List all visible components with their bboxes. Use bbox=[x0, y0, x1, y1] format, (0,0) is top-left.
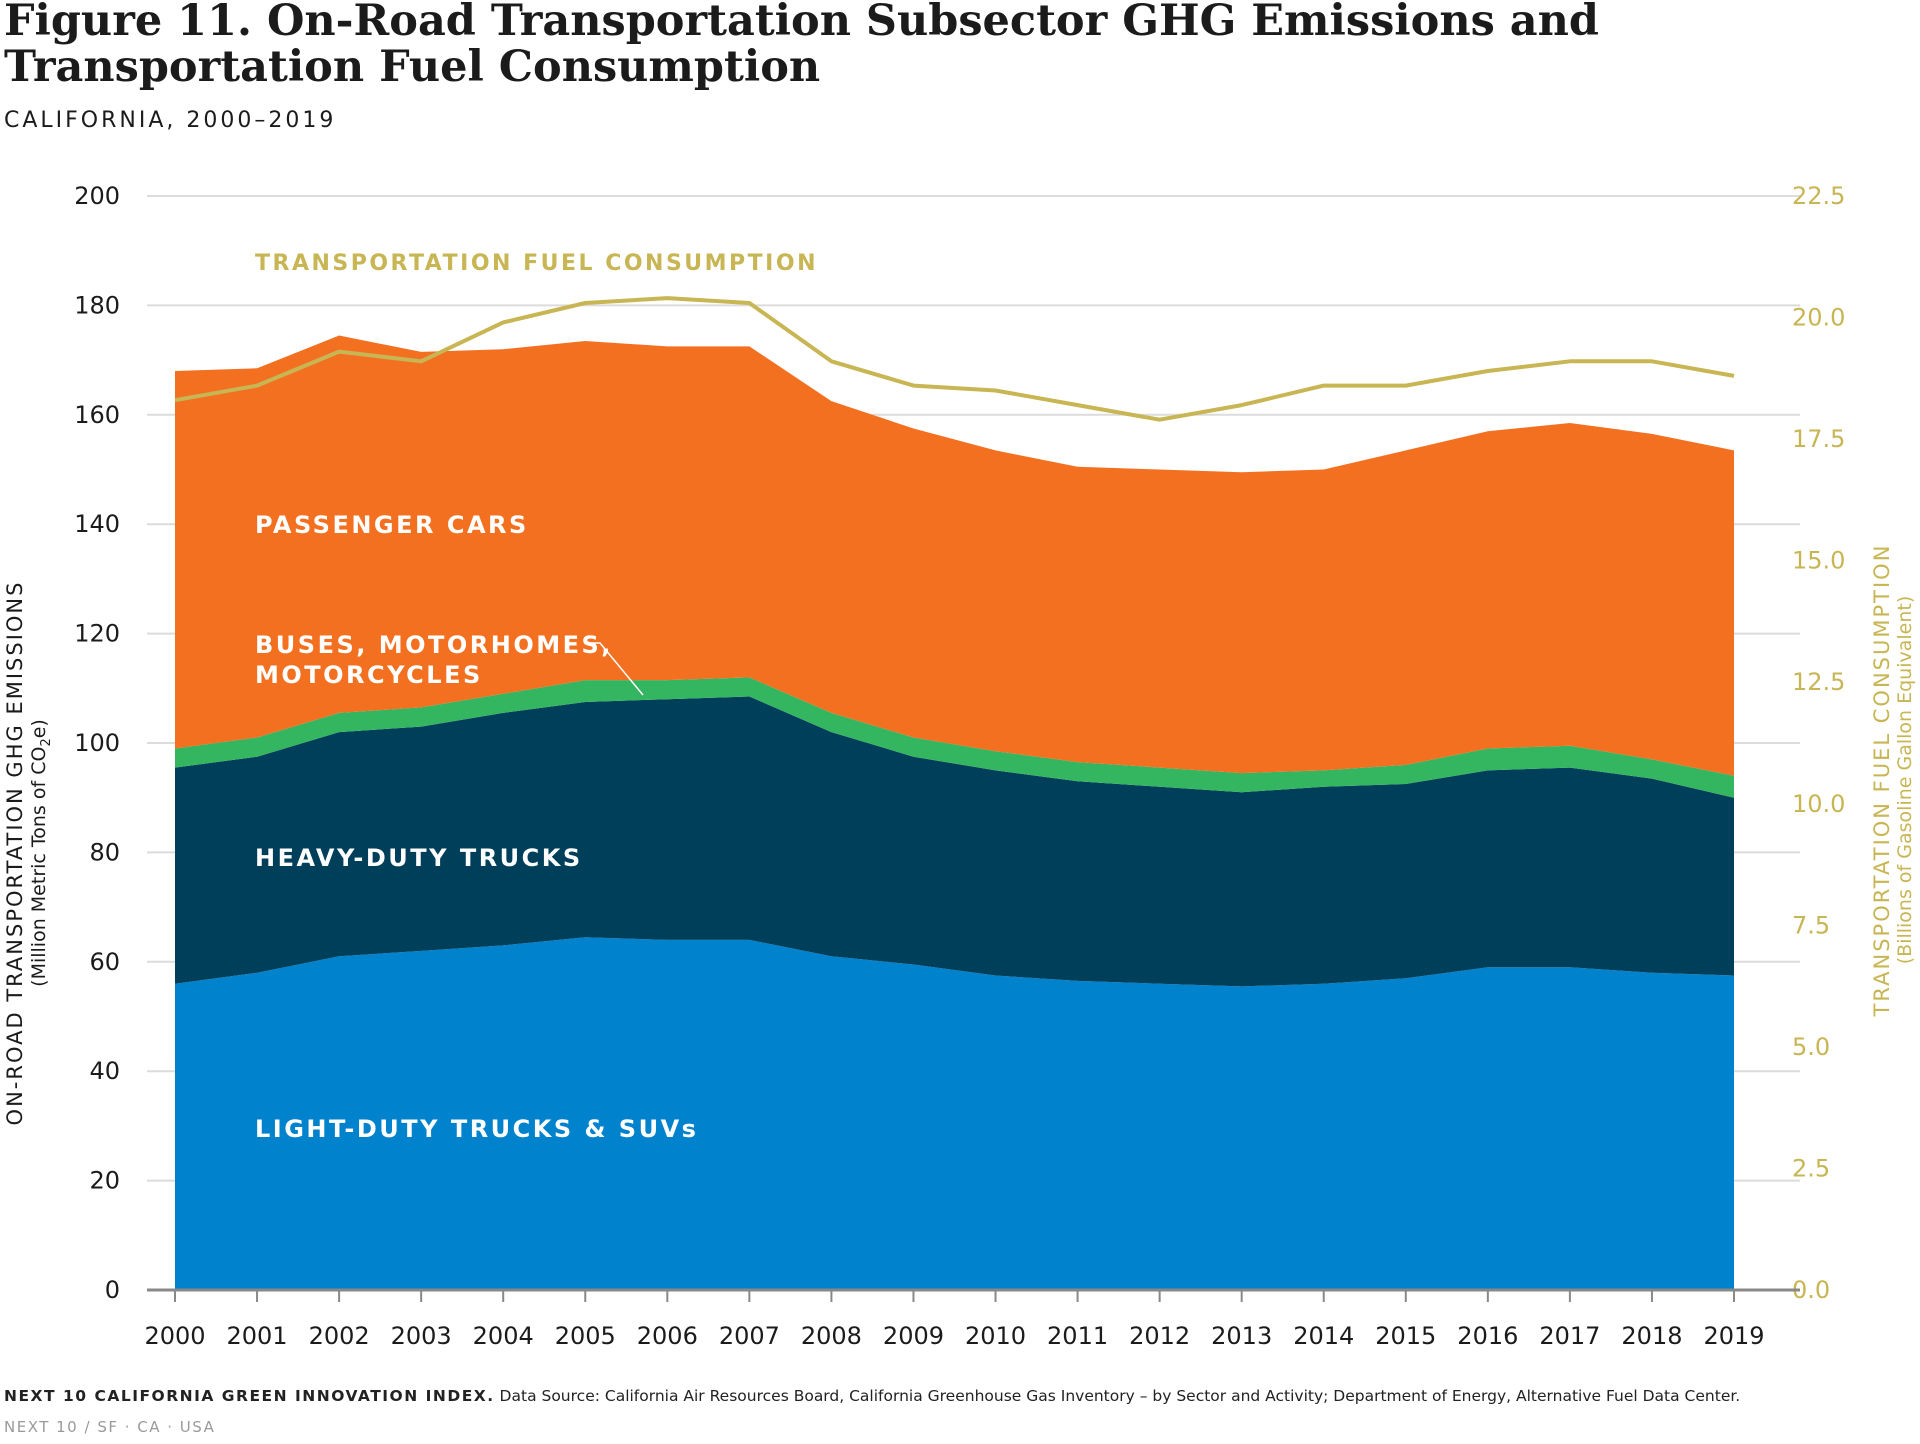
right-tick-label: 7.5 bbox=[1792, 911, 1830, 939]
left-tick-label: 60 bbox=[89, 948, 120, 976]
fuel-consumption-line bbox=[174, 296, 1735, 422]
left-tick-label: 120 bbox=[74, 620, 120, 648]
figure-title: Figure 11. On-Road Transportation Subsec… bbox=[4, 0, 1599, 90]
left-tick-label: 100 bbox=[74, 729, 120, 757]
right-tick-label: 15.0 bbox=[1792, 547, 1845, 575]
x-tick-label: 2007 bbox=[719, 1322, 780, 1350]
x-tick-label: 2001 bbox=[227, 1322, 288, 1350]
footer-source: NEXT 10 CALIFORNIA GREEN INNOVATION INDE… bbox=[4, 1387, 1740, 1405]
footer-credit: NEXT 10 / SF · CA · USA bbox=[4, 1418, 216, 1436]
series-label-heavy-duty-trucks: HEAVY-DUTY TRUCKS bbox=[255, 844, 583, 872]
left-tick-label: 180 bbox=[74, 291, 120, 319]
x-tick-label: 2003 bbox=[391, 1322, 452, 1350]
right-axis-title: TRANSPORTATION FUEL CONSUMPTION bbox=[1870, 544, 1894, 1018]
area-series-3 bbox=[175, 335, 1734, 776]
x-tick-label: 2012 bbox=[1129, 1322, 1190, 1350]
x-tick-label: 2010 bbox=[965, 1322, 1026, 1350]
area-series-0 bbox=[175, 937, 1734, 1290]
left-tick-label: 80 bbox=[89, 838, 120, 866]
left-axis-subtitle: (Million Metric Tons of CO2e) bbox=[28, 719, 54, 987]
x-tick-label: 2016 bbox=[1457, 1322, 1518, 1350]
axes: 0204060801001201401601802000.02.55.07.51… bbox=[74, 182, 1845, 1350]
x-tick-label: 2002 bbox=[309, 1322, 370, 1350]
fuel-consumption-line-group bbox=[174, 296, 1735, 422]
x-tick-label: 2000 bbox=[144, 1322, 205, 1350]
right-tick-label: 12.5 bbox=[1792, 668, 1845, 696]
right-tick-label: 5.0 bbox=[1792, 1033, 1830, 1061]
emissions-chart: 0204060801001201401601802000.02.55.07.51… bbox=[3, 182, 1916, 1350]
series-label-buses-line1: BUSES, MOTORHOMES, bbox=[255, 631, 613, 659]
buses-leader-line bbox=[584, 642, 644, 696]
right-tick-label: 10.0 bbox=[1792, 790, 1845, 818]
left-axis-title: ON-ROAD TRANSPORTATION GHG EMISSIONS bbox=[3, 581, 27, 1126]
figure-subtitle: CALIFORNIA, 2000–2019 bbox=[4, 108, 337, 133]
figure-title-line1: Figure 11. On-Road Transportation Subsec… bbox=[4, 0, 1599, 46]
series-label-passenger-cars: PASSENGER CARS bbox=[255, 511, 529, 539]
series-label-buses-line2: MOTORCYCLES bbox=[255, 661, 483, 689]
x-tick-label: 2015 bbox=[1375, 1322, 1436, 1350]
right-axis-subtitle: (Billions of Gasoline Gallon Equivalent) bbox=[1894, 596, 1916, 965]
x-tick-label: 2009 bbox=[883, 1322, 944, 1350]
stacked-areas bbox=[175, 335, 1734, 1290]
right-tick-label: 2.5 bbox=[1792, 1154, 1830, 1182]
left-axis-subtitle-subscript: 2 bbox=[39, 738, 54, 746]
footer-source-label: NEXT 10 CALIFORNIA GREEN INNOVATION INDE… bbox=[4, 1387, 495, 1405]
series-labels: PASSENGER CARS BUSES, MOTORHOMES, MOTORC… bbox=[255, 251, 818, 1143]
x-tick-label: 2014 bbox=[1293, 1322, 1354, 1350]
line-label-fuel-consumption: TRANSPORTATION FUEL CONSUMPTION bbox=[255, 251, 818, 276]
x-tick-label: 2006 bbox=[637, 1322, 698, 1350]
left-tick-label: 160 bbox=[74, 401, 120, 429]
x-tick-label: 2013 bbox=[1211, 1322, 1272, 1350]
left-tick-label: 200 bbox=[74, 182, 120, 210]
x-tick-label: 2008 bbox=[801, 1322, 862, 1350]
left-tick-label: 20 bbox=[89, 1167, 120, 1195]
x-tick-label: 2019 bbox=[1703, 1322, 1764, 1350]
figure-title-line2: Transportation Fuel Consumption bbox=[4, 42, 821, 92]
x-tick-label: 2011 bbox=[1047, 1322, 1108, 1350]
footer-source-text: Data Source: California Air Resources Bo… bbox=[494, 1387, 1741, 1405]
x-tick-label: 2018 bbox=[1621, 1322, 1682, 1350]
x-tick-label: 2004 bbox=[473, 1322, 534, 1350]
left-tick-label: 0 bbox=[105, 1276, 120, 1304]
series-label-light-duty-trucks: LIGHT-DUTY TRUCKS & SUVs bbox=[255, 1115, 698, 1143]
left-axis-subtitle-text: (Million Metric Tons of CO bbox=[28, 747, 50, 987]
x-tick-label: 2017 bbox=[1539, 1322, 1600, 1350]
left-axis-subtitle-end: e) bbox=[28, 719, 50, 738]
right-tick-label: 17.5 bbox=[1792, 425, 1845, 453]
left-tick-label: 40 bbox=[89, 1057, 120, 1085]
x-tick-label: 2005 bbox=[555, 1322, 616, 1350]
right-tick-label: 20.0 bbox=[1792, 304, 1845, 332]
left-tick-label: 140 bbox=[74, 510, 120, 538]
right-tick-label: 22.5 bbox=[1792, 182, 1845, 210]
area-series-1 bbox=[175, 696, 1734, 987]
